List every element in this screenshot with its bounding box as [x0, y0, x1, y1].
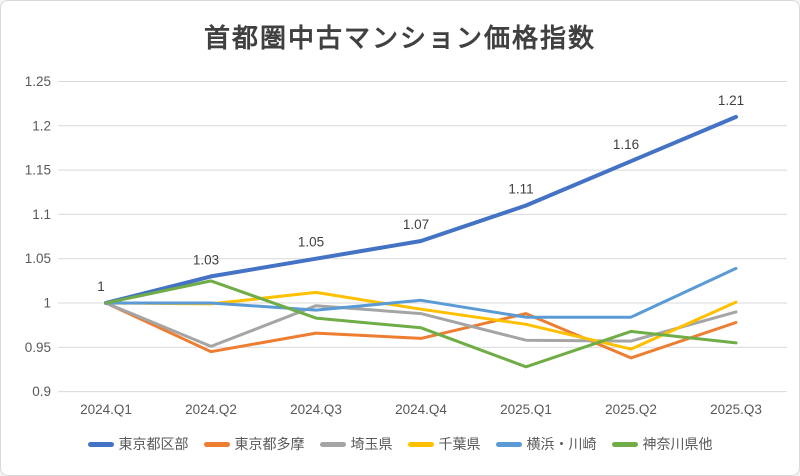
- svg-text:1: 1: [97, 279, 105, 294]
- svg-text:0.95: 0.95: [25, 340, 51, 355]
- svg-text:2024.Q3: 2024.Q3: [290, 402, 342, 417]
- legend-item-label: 神奈川県他: [642, 436, 713, 452]
- svg-text:1.07: 1.07: [403, 217, 429, 232]
- svg-text:2024.Q2: 2024.Q2: [185, 402, 237, 417]
- svg-text:1.05: 1.05: [25, 251, 51, 266]
- legend-item-label: 東京都多摩: [234, 436, 305, 452]
- svg-text:2025.Q3: 2025.Q3: [710, 402, 762, 417]
- legend-item-label: 東京都区部: [118, 436, 189, 452]
- chart-legend: 東京都区部 東京都多摩 埼玉県 千葉県 横浜・川崎 神奈川県他: [1, 434, 799, 454]
- legend-item: 横浜・川崎: [495, 434, 597, 454]
- svg-text:1.2: 1.2: [32, 118, 51, 133]
- svg-text:0.9: 0.9: [32, 384, 51, 399]
- svg-text:1.03: 1.03: [193, 252, 219, 267]
- legend-line-swatch: [611, 441, 638, 447]
- svg-text:1.15: 1.15: [25, 163, 51, 178]
- svg-text:1.16: 1.16: [613, 137, 639, 152]
- svg-text:1.25: 1.25: [25, 74, 51, 89]
- legend-item-label: 千葉県: [438, 436, 481, 452]
- legend-item: 神奈川県他: [611, 434, 713, 454]
- legend-item-label: 埼玉県: [350, 436, 393, 452]
- legend-line-swatch: [407, 441, 434, 447]
- chart-title: 首都圏中古マンション価格指数: [203, 23, 596, 53]
- svg-text:1.05: 1.05: [298, 235, 324, 250]
- legend-item: 東京都多摩: [203, 434, 305, 454]
- svg-text:2025.Q2: 2025.Q2: [605, 402, 657, 417]
- legend-item: 埼玉県: [319, 434, 393, 454]
- legend-item: 東京都区部: [87, 434, 189, 454]
- svg-text:2024.Q1: 2024.Q1: [80, 402, 132, 417]
- legend-item-label: 横浜・川崎: [526, 436, 597, 452]
- legend-line-swatch: [495, 441, 522, 447]
- legend-line-swatch: [87, 441, 114, 447]
- svg-text:1: 1: [43, 296, 51, 311]
- svg-text:2025.Q1: 2025.Q1: [500, 402, 552, 417]
- legend-line-swatch: [203, 441, 230, 447]
- legend-item: 千葉県: [407, 434, 481, 454]
- svg-text:1.1: 1.1: [32, 207, 51, 222]
- svg-text:2024.Q4: 2024.Q4: [395, 402, 447, 417]
- legend-line-swatch: [319, 441, 346, 447]
- svg-text:1.21: 1.21: [718, 93, 744, 108]
- svg-text:1.11: 1.11: [508, 182, 533, 197]
